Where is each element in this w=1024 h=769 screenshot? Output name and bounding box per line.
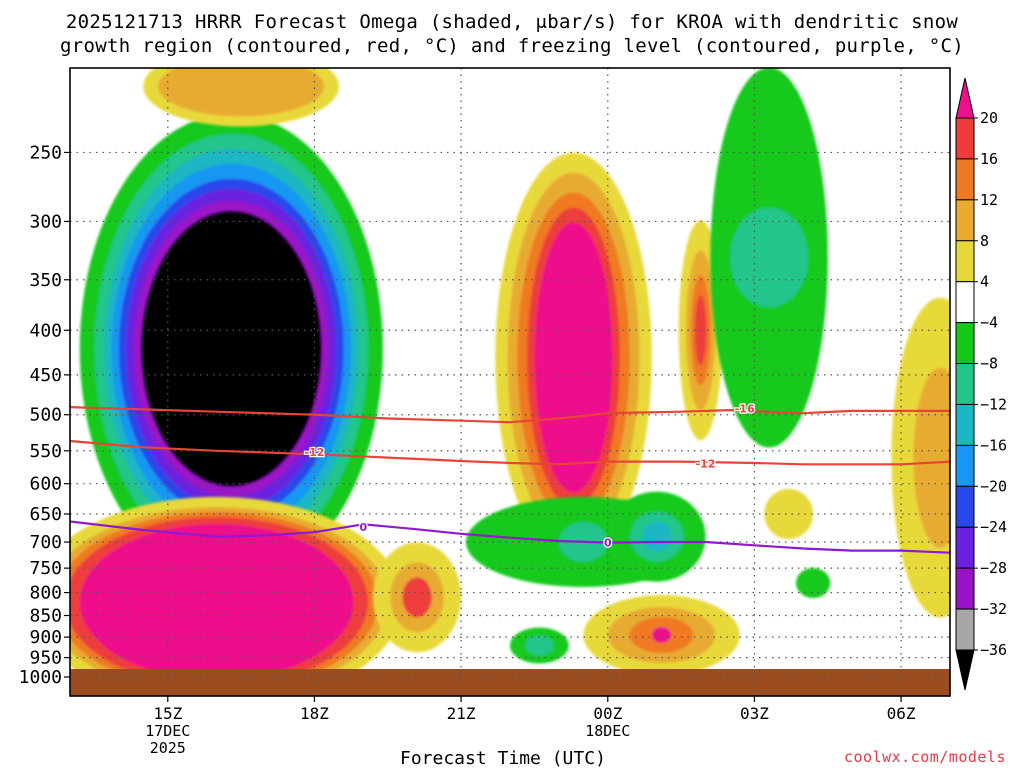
y-axis: 2503003504004505005506006507007508008509… (19, 142, 70, 688)
x-tick-date: 17DEC (145, 722, 190, 740)
colorbar-bin (955, 485, 975, 528)
right-sinking-area-contour (913, 367, 950, 548)
isotherm-label: -16 (735, 403, 755, 416)
colorbar-label: −8 (980, 355, 998, 373)
upper-left-sinking (143, 68, 339, 127)
y-tick-label: 500 (29, 405, 62, 426)
colorbar-label: 20 (980, 109, 998, 127)
x-tick-date: 18DEC (585, 722, 630, 740)
y-tick-label: 950 (29, 648, 62, 669)
isotherm-line (70, 406, 950, 424)
lower-sinking-core-contour (79, 523, 354, 680)
colorbar-bin (955, 363, 975, 405)
omega-shading (70, 68, 950, 696)
temperature-contours: -16 -12 -12 0 0 (70, 401, 950, 554)
colorbar-label: 8 (980, 232, 989, 250)
colorbar-bin (955, 608, 975, 651)
isotherm-label: -12 (305, 446, 325, 459)
colorbar-label: −28 (980, 559, 1007, 577)
ground-layer (70, 669, 950, 696)
colorbar-bin (955, 281, 975, 324)
grid-lines (70, 68, 950, 696)
x-tick-label: 21Z (447, 704, 476, 723)
center-sinking-column-contour (534, 222, 613, 493)
y-tick-label: 550 (29, 441, 62, 462)
colorbar-label: −16 (980, 436, 1007, 454)
cell-01z-900-contour (651, 627, 672, 644)
y-tick-label: 900 (29, 627, 62, 648)
colorbar-label: 12 (980, 191, 998, 209)
y-tick-label: 300 (29, 211, 62, 232)
chart-title-line-2: growth region (contoured, red, °C) and f… (60, 35, 964, 57)
small-yellow-cell-1 (764, 488, 814, 539)
colorbar-label: −32 (980, 600, 1007, 618)
y-tick-label: 350 (29, 270, 62, 291)
x-tick-label: 03Z (740, 704, 769, 723)
colorbar-bin (955, 526, 975, 569)
colorbar-label: −4 (980, 314, 998, 332)
isotherm-label: -12 (696, 458, 716, 471)
y-tick-label: 850 (29, 606, 62, 627)
small-yellow-cell-1-contour (764, 488, 814, 539)
x-tick-year: 2025 (150, 739, 186, 757)
small-cell-20z-contour (402, 577, 432, 618)
colorbar-bin (955, 403, 975, 446)
credit-link[interactable]: coolwx.com/models (843, 748, 1006, 766)
small-green-cell-1 (796, 567, 831, 598)
lower-sinking-core (70, 496, 403, 696)
colorbar-bin (955, 567, 975, 610)
colorbar-label: 16 (980, 150, 998, 168)
y-tick-label: 750 (29, 558, 62, 579)
y-tick-label: 450 (29, 365, 62, 386)
colorbar-label: −24 (980, 518, 1007, 536)
mid-level-upward-2-contour (642, 521, 672, 552)
colorbar-bin (955, 158, 975, 201)
colorbar-bin (955, 444, 975, 487)
upper-right-upward-contour (730, 207, 809, 308)
x-tick-label: 18Z (300, 704, 329, 723)
x-axis-title: Forecast Time (UTC) (400, 748, 606, 769)
colorbar-label: −36 (980, 641, 1007, 659)
small-green-cell-1-contour (796, 567, 831, 598)
colorbar-bin (955, 322, 975, 365)
plot-frame (69, 67, 951, 697)
center-sinking-column (495, 152, 652, 563)
y-tick-label: 600 (29, 474, 62, 495)
small-blue-cell-contour (524, 635, 554, 656)
x-tick-label: 15Z (153, 704, 182, 723)
y-tick-label: 400 (29, 320, 62, 341)
isotherm-line (70, 439, 950, 466)
right-sinking-area (891, 297, 950, 618)
x-tick-label: 00Z (593, 704, 622, 723)
cell-01z-900 (583, 595, 740, 676)
colorbar-label: 4 (980, 273, 989, 291)
upward-motion-core-contour (140, 210, 322, 487)
isotherm-label: 0 (360, 521, 368, 534)
upper-right-upward (710, 68, 828, 448)
y-tick-label: 800 (29, 583, 62, 604)
small-blue-cell (509, 627, 569, 664)
isotherm-label: 0 (604, 537, 612, 550)
colorbar-bin (955, 199, 975, 242)
chart-title-line-1: 2025121713 HRRR Forecast Omega (shaded, … (65, 11, 959, 33)
upper-left-sinking-contour (158, 68, 325, 117)
colorbar: 20 16 12 8 4 −4 −8 −12 −16 −20 −24 −28 −32 −36 (955, 77, 1007, 691)
colorbar-bin (955, 117, 975, 160)
colorbar-top-arrow (955, 77, 975, 119)
y-tick-label: 250 (29, 142, 62, 163)
colorbar-bin (955, 240, 975, 283)
upward-motion-core (79, 113, 383, 584)
y-tick-label: 650 (29, 504, 62, 525)
colorbar-label: −20 (980, 477, 1007, 495)
isotherm-line (70, 520, 950, 554)
small-cell-20z (373, 542, 462, 653)
y-tick-label: 700 (29, 532, 62, 553)
mid-level-upward-2 (607, 491, 706, 582)
x-tick-label: 06Z (887, 704, 916, 723)
colorbar-bottom-arrow (955, 649, 975, 691)
y-tick-label: 1000 (19, 667, 62, 688)
colorbar-label: −12 (980, 395, 1007, 413)
